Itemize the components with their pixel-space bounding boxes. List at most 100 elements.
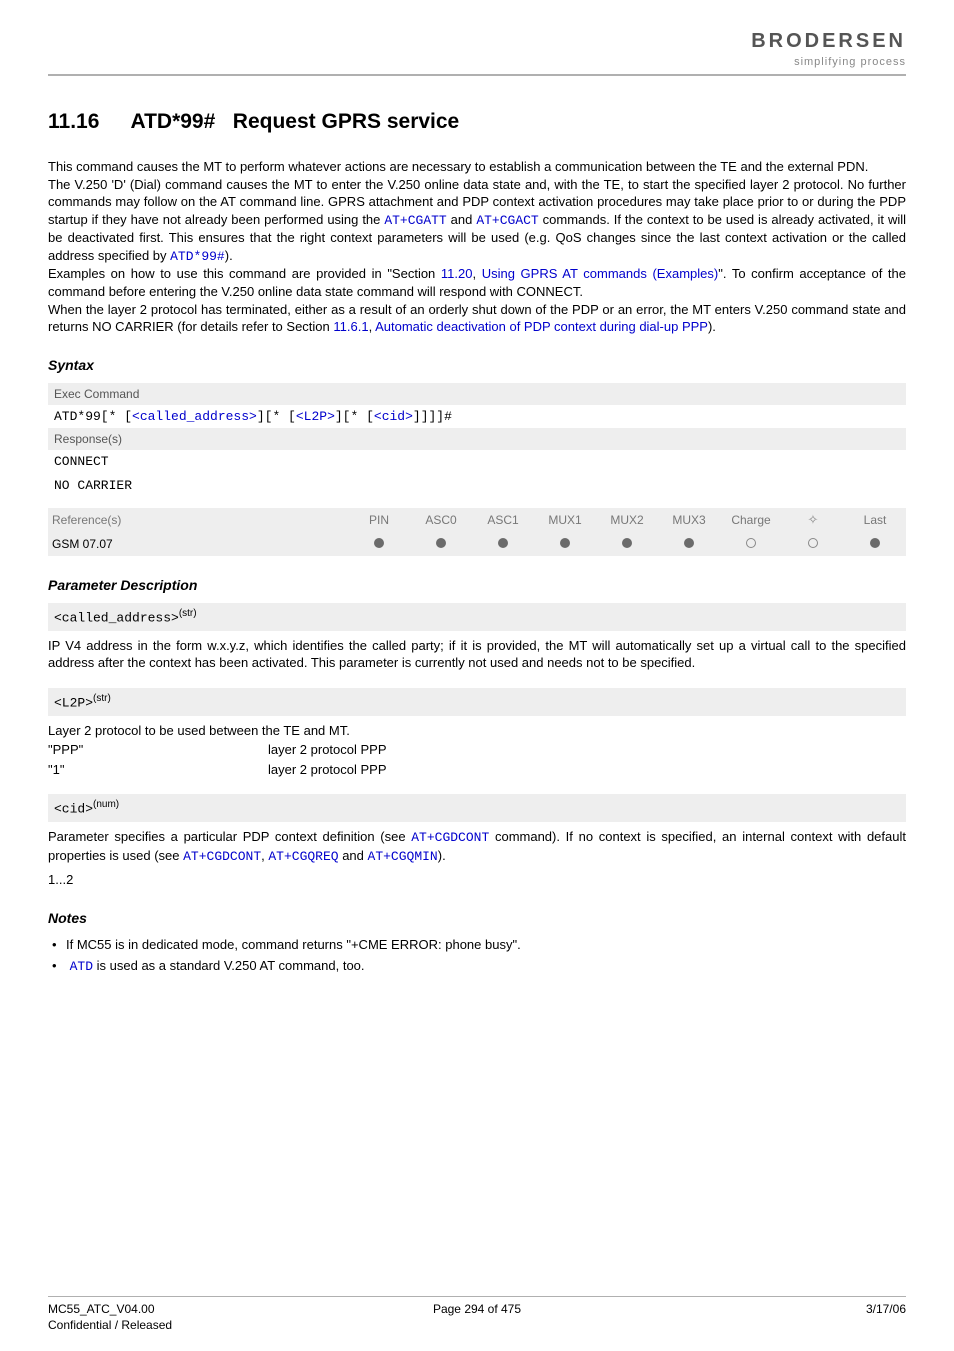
response-connect: CONNECT (48, 450, 906, 474)
exec-post: ]]]]# (413, 409, 452, 424)
col-icon: ✧ (782, 508, 844, 532)
link-at-cgdcont[interactable]: AT+CGDCONT (411, 830, 489, 845)
dot-mux2 (596, 532, 658, 556)
intro-p3-a: Examples on how to use this command are … (48, 266, 441, 281)
col-last: Last (844, 508, 906, 532)
note-1-text: If MC55 is in dedicated mode, command re… (66, 937, 521, 952)
param-cid-bar: <cid>(num) (48, 794, 906, 822)
param-cid-sup: (num) (93, 799, 119, 810)
l2p-row-1-val: layer 2 protocol PPP (268, 761, 387, 779)
intro-p1: This command causes the MT to perform wh… (48, 158, 906, 176)
param-l2p-code: <L2P> (54, 695, 93, 710)
logo-text: BRODERSEN (751, 28, 906, 55)
link-at-cgqreq[interactable]: AT+CGQREQ (268, 849, 338, 864)
link-called-address[interactable]: <called_address> (132, 409, 257, 424)
exec-command-value: ATD*99[* [<called_address>][* [<L2P>][* … (48, 405, 906, 429)
note-1: If MC55 is in dedicated mode, command re… (52, 936, 906, 954)
filled-dot-icon (622, 538, 632, 548)
col-asc0: ASC0 (410, 508, 472, 532)
logo-block: BRODERSEN simplifying process (751, 28, 906, 70)
link-at-cgact[interactable]: AT+CGACT (476, 213, 538, 228)
link-atd99[interactable]: ATD*99# (170, 249, 225, 264)
dot-asc1 (472, 532, 534, 556)
link-atd[interactable]: ATD (70, 959, 93, 974)
intro-p3-b: , (472, 266, 481, 281)
link-section-11-20-title[interactable]: Using GPRS AT commands (Examples) (482, 266, 719, 281)
intro-p3: Examples on how to use this command are … (48, 265, 906, 300)
exec-command-label: Exec Command (48, 383, 906, 405)
dot-charge (720, 532, 782, 556)
link-at-cgqmin[interactable]: AT+CGQMIN (368, 849, 438, 864)
col-pin: PIN (348, 508, 410, 532)
exec-mid1: ][* [ (257, 409, 296, 424)
syntax-heading: Syntax (48, 356, 906, 375)
dot-mux1 (534, 532, 596, 556)
param-l2p-sup: (str) (93, 693, 111, 704)
note-2-text: is used as a standard V.250 AT command, … (93, 958, 364, 973)
l2p-row-1: "1" layer 2 protocol PPP (48, 761, 906, 779)
intro-p2: The V.250 'D' (Dial) command causes the … (48, 176, 906, 266)
param-called-address-desc: IP V4 address in the form w.x.y.z, which… (48, 637, 906, 672)
dot-last (844, 532, 906, 556)
footer-doc-id: MC55_ATC_V04.00 (48, 1301, 331, 1317)
param-called-address-sup: (str) (179, 608, 197, 619)
link-section-11-6-1-title[interactable]: Automatic deactivation of PDP context du… (375, 319, 708, 334)
l2p-row-1-key: "1" (48, 761, 268, 779)
section-number: 11.16 (48, 108, 99, 136)
cid-desc-e: ). (438, 848, 446, 863)
link-cid[interactable]: <cid> (374, 409, 413, 424)
filled-dot-icon (684, 538, 694, 548)
dot-asc0 (410, 532, 472, 556)
cid-desc-a: Parameter specifies a particular PDP con… (48, 829, 411, 844)
link-section-11-20[interactable]: 11.20 (441, 266, 473, 281)
exec-pre: ATD*99[* [ (54, 409, 132, 424)
col-mux3: MUX3 (658, 508, 720, 532)
filled-dot-icon (870, 538, 880, 548)
link-at-cgatt[interactable]: AT+CGATT (384, 213, 446, 228)
reference-value: GSM 07.07 (48, 532, 348, 556)
param-called-address-code: <called_address> (54, 610, 179, 625)
col-asc1: ASC1 (472, 508, 534, 532)
section-command: ATD*99# (130, 110, 215, 133)
param-called-address-bar: <called_address>(str) (48, 603, 906, 631)
l2p-row-0-key: "PPP" (48, 741, 268, 759)
open-dot-icon (746, 538, 756, 548)
syntax-block: Exec Command ATD*99[* [<called_address>]… (48, 383, 906, 556)
header: BRODERSEN simplifying process (48, 28, 906, 76)
link-l2p[interactable]: <L2P> (296, 409, 335, 424)
dot-mux3 (658, 532, 720, 556)
reference-label: Reference(s) (48, 508, 348, 532)
logo-subtitle: simplifying process (751, 55, 906, 70)
param-cid-code: <cid> (54, 802, 93, 817)
footer-right: 3/17/06 (623, 1301, 906, 1333)
dot-sparkle (782, 532, 844, 556)
l2p-row-0-val: layer 2 protocol PPP (268, 741, 387, 759)
link-at-cgdcont-2[interactable]: AT+CGDCONT (183, 849, 261, 864)
filled-dot-icon (374, 538, 384, 548)
filled-dot-icon (560, 538, 570, 548)
param-cid-desc: Parameter specifies a particular PDP con… (48, 828, 906, 865)
intro-p2-b: and (447, 212, 477, 227)
footer-center: Page 294 of 475 (335, 1301, 618, 1333)
reference-data-row: GSM 07.07 (48, 532, 906, 556)
response-label: Response(s) (48, 428, 906, 450)
footer: MC55_ATC_V04.00 Confidential / Released … (48, 1296, 906, 1333)
open-dot-icon (808, 538, 818, 548)
section-title: 11.16 ATD*99# Request GPRS service (48, 108, 906, 136)
section-title-rest: Request GPRS service (233, 110, 459, 133)
filled-dot-icon (436, 538, 446, 548)
sparkle-icon: ✧ (806, 513, 820, 527)
intro-p4: When the layer 2 protocol has terminated… (48, 301, 906, 336)
intro-p2-d: ). (225, 248, 233, 263)
link-section-11-6-1[interactable]: 11.6.1 (333, 319, 368, 334)
param-l2p-bar: <L2P>(str) (48, 688, 906, 716)
l2p-row-0: "PPP" layer 2 protocol PPP (48, 741, 906, 759)
footer-left: MC55_ATC_V04.00 Confidential / Released (48, 1301, 331, 1333)
col-mux1: MUX1 (534, 508, 596, 532)
notes-list: If MC55 is in dedicated mode, command re… (48, 936, 906, 976)
response-nocarrier: NO CARRIER (48, 474, 906, 498)
param-cid-range: 1...2 (48, 871, 906, 889)
note-2: ATD is used as a standard V.250 AT comma… (52, 957, 906, 976)
dot-pin (348, 532, 410, 556)
parameter-description-heading: Parameter Description (48, 576, 906, 595)
